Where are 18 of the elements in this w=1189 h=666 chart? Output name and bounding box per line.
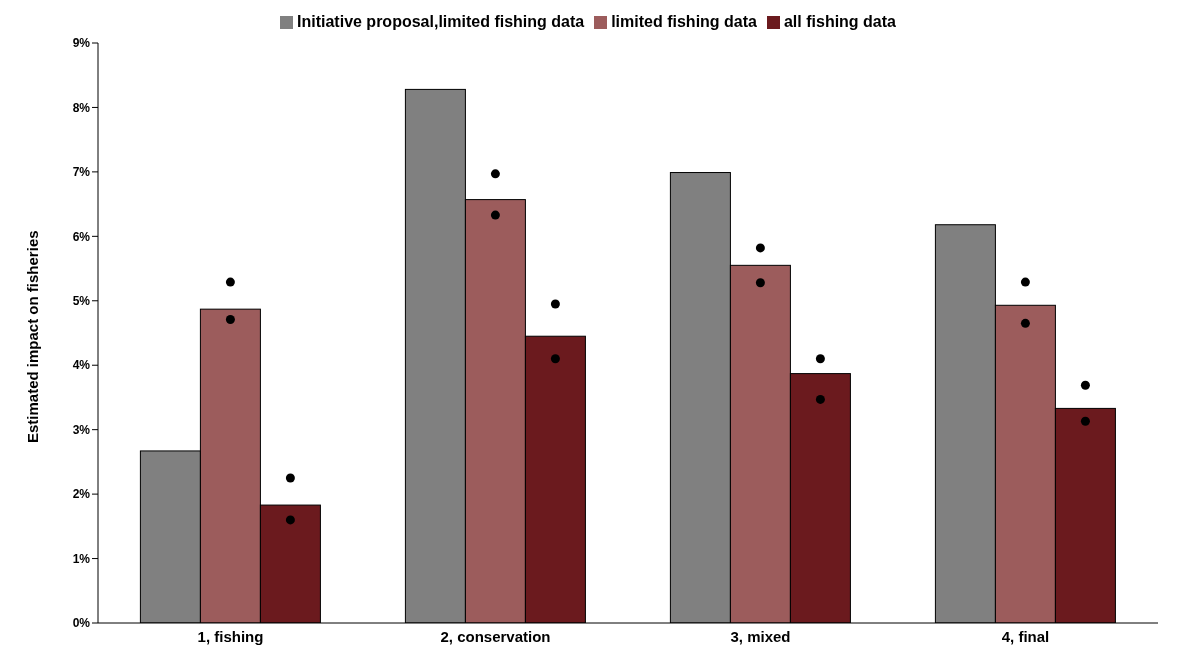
x-tick-label: 4, final	[1001, 627, 1050, 645]
legend-label: all fishing data	[783, 13, 896, 30]
y-tick-label: 6%	[72, 229, 91, 244]
y-tick-label: 0%	[72, 616, 91, 631]
x-tick-label: 1, fishing	[197, 627, 264, 645]
x-tick-label: 3, mixed	[730, 627, 791, 645]
y-tick-label: 7%	[72, 165, 91, 180]
y-axis-title: Estimated impact on fisheries	[24, 230, 42, 443]
y-tick-label: 2%	[72, 487, 91, 502]
legend-label: limited fishing data	[611, 13, 757, 30]
y-tick-label: 1%	[72, 551, 91, 566]
y-tick-label: 4%	[72, 358, 91, 373]
y-tick-label: 8%	[72, 100, 91, 115]
legend-label: Initiative proposal,limited fishing data	[297, 13, 585, 30]
y-tick-label: 9%	[72, 36, 91, 51]
x-tick-label: 2, conservation	[440, 627, 551, 645]
y-tick-label: 3%	[72, 422, 91, 437]
y-tick-label: 5%	[72, 294, 91, 309]
